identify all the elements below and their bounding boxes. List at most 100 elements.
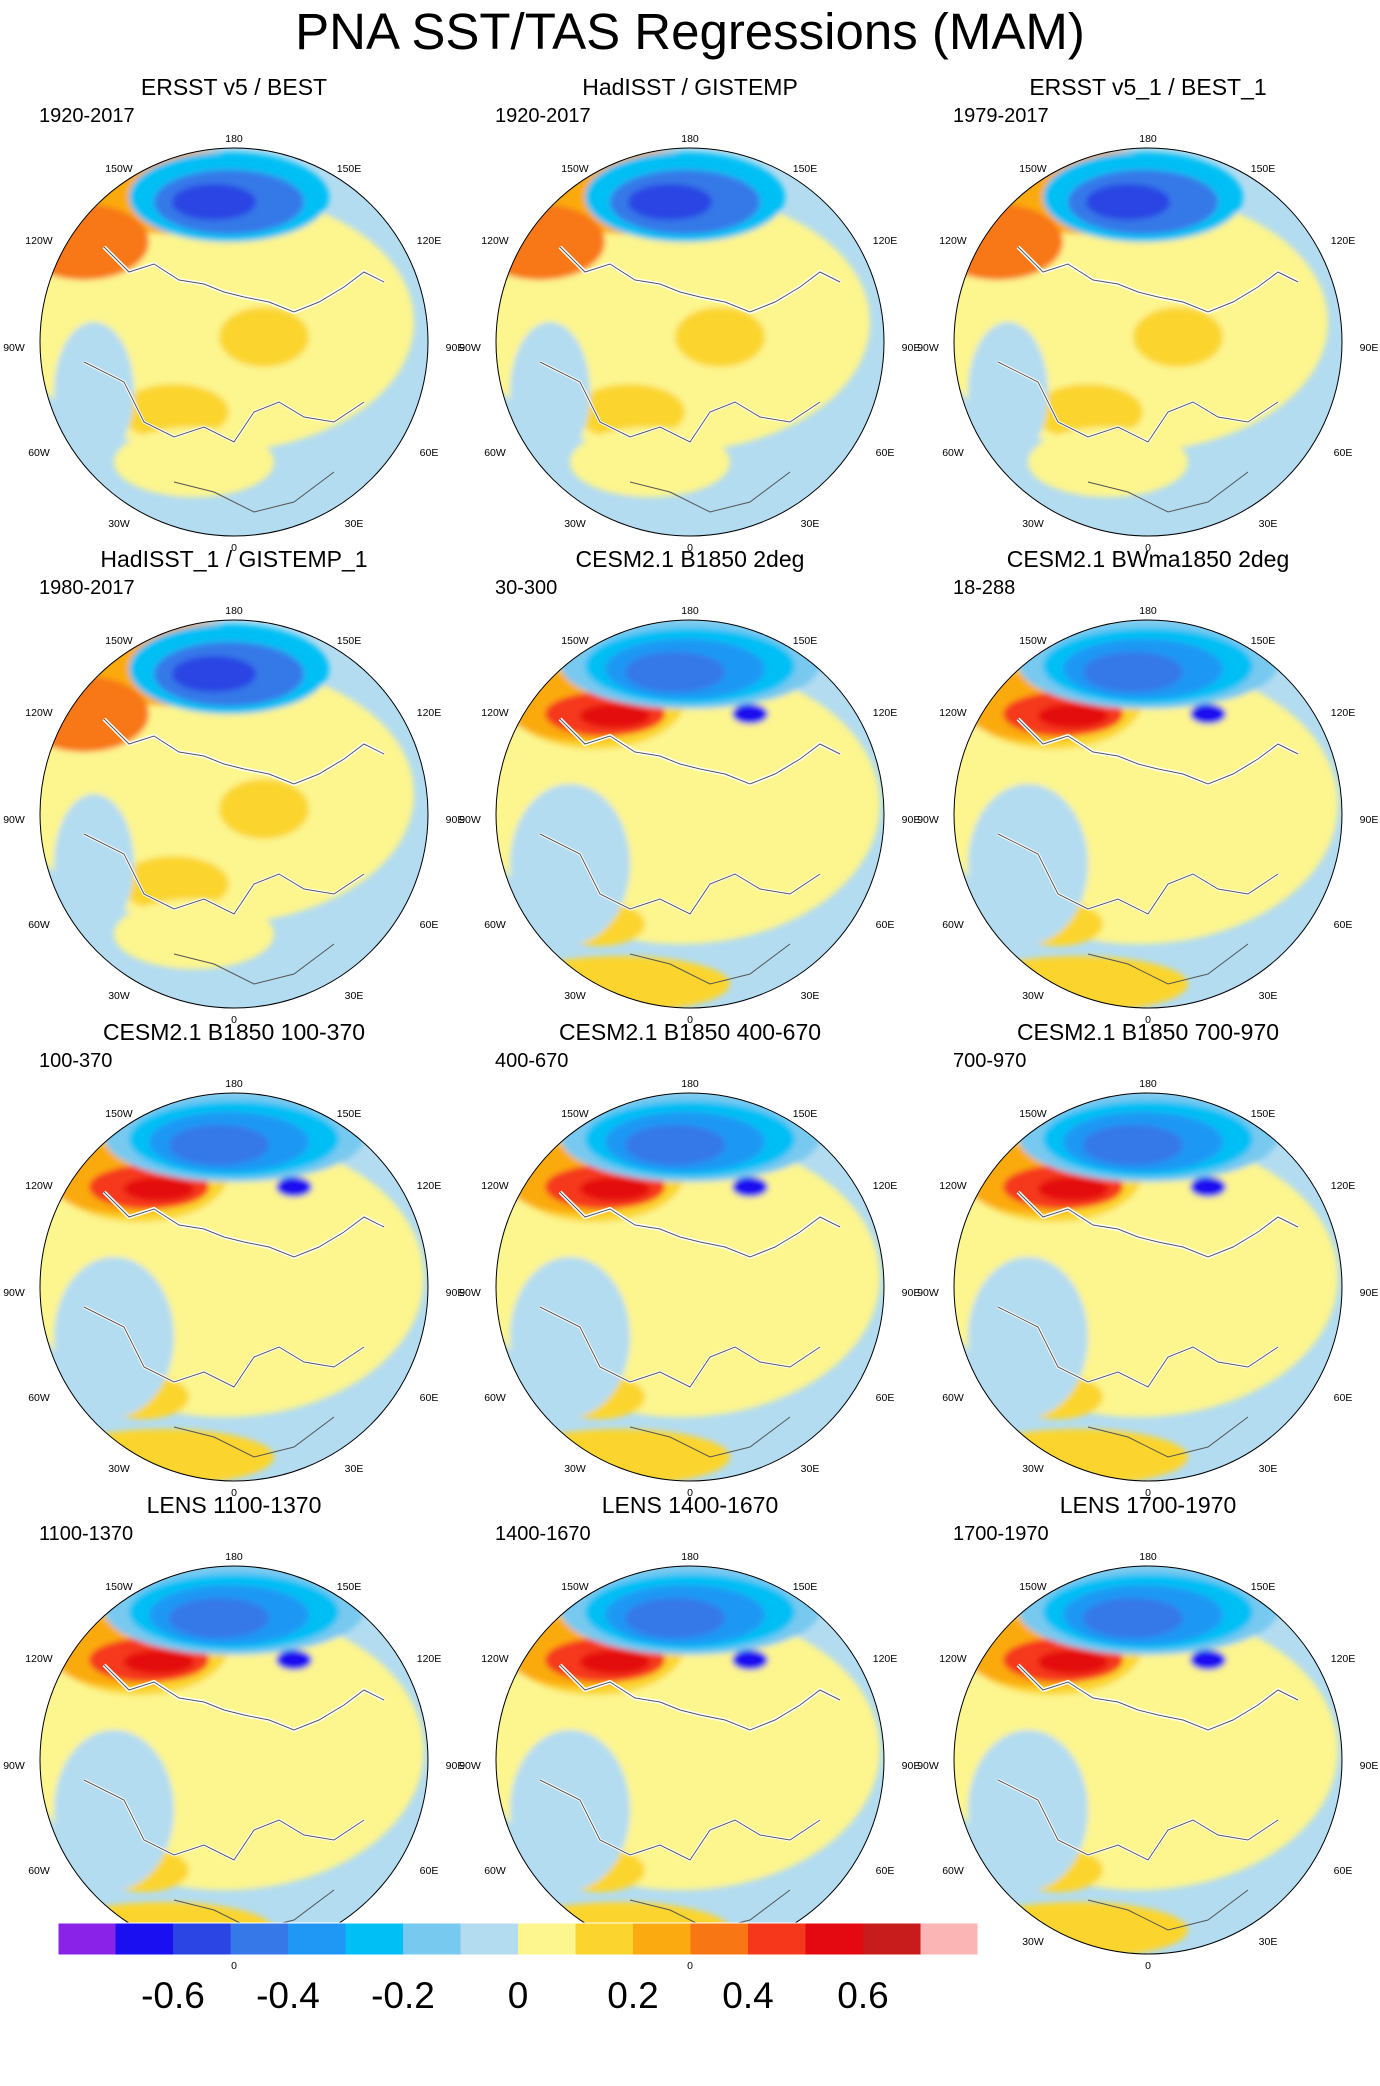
coastline	[83, 1779, 365, 1861]
longitude-label: 180	[1139, 1551, 1157, 1563]
longitude-label: 30E	[801, 990, 820, 1002]
coastline	[559, 718, 841, 785]
longitude-label: 90E	[902, 1287, 921, 1299]
longitude-label: 0	[1145, 1014, 1151, 1026]
coastline	[539, 1779, 821, 1861]
map-boundary	[953, 1565, 1343, 1955]
contour-region	[54, 1730, 174, 1890]
longitude-label: 60E	[420, 919, 439, 931]
colorbar-swatch	[403, 1923, 461, 1955]
longitude-label: 90E	[446, 1287, 465, 1299]
longitude-label: 30E	[345, 518, 364, 530]
contour-region	[625, 1598, 725, 1638]
longitude-label: 30W	[1022, 990, 1044, 1002]
panel-range: 700-970	[953, 1050, 1026, 1072]
colorbar: -0.6 -0.4 -0.2 0 0.2 0.4 0.6	[57, 1922, 979, 2016]
contour-region	[510, 784, 630, 944]
contour-region	[276, 1177, 312, 1197]
contour-region	[968, 322, 1048, 462]
longitude-label: 120W	[25, 235, 53, 247]
regression-field	[496, 1566, 884, 1954]
longitude-label: 0	[1145, 1960, 1151, 1972]
colorbar-swatch	[863, 1923, 921, 1955]
coastline	[83, 361, 365, 443]
coastline	[539, 833, 821, 915]
coastline	[173, 471, 335, 513]
longitude-label: 60E	[876, 919, 895, 931]
contour-region	[968, 1257, 1088, 1417]
coastline	[103, 1191, 385, 1258]
longitude-label: 120E	[873, 1180, 898, 1192]
longitude-label: 0	[231, 1014, 237, 1026]
longitude-label: 150W	[105, 635, 133, 647]
longitude-label: 60E	[420, 447, 439, 459]
contour-region	[968, 784, 1088, 944]
contour-region	[54, 1429, 274, 1481]
regression-field	[40, 148, 428, 536]
longitude-label: 0	[231, 542, 237, 554]
coastline	[1017, 246, 1299, 313]
longitude-label: 30W	[564, 1463, 586, 1475]
contour-region	[968, 956, 1188, 1008]
longitude-label: 150E	[337, 1581, 362, 1593]
colorbar-swatch	[633, 1923, 691, 1955]
longitude-label: 120E	[417, 235, 442, 247]
colorbar-swatch	[345, 1923, 403, 1955]
panel-title: HadISST / GISTEMP	[582, 74, 798, 100]
coastline	[103, 718, 385, 785]
longitude-label: 150E	[1251, 163, 1276, 175]
contour-region	[675, 307, 765, 367]
panel-range: 1400-1670	[495, 1523, 591, 1545]
contour-region	[119, 856, 229, 912]
panel-title: HadISST_1 / GISTEMP_1	[100, 546, 367, 572]
map-panel: CESM2.1 BWma1850 2deg 18-288 180 150E 120E 90…	[917, 546, 1378, 1026]
longitude-label: 90E	[1360, 814, 1379, 826]
longitude-label: 180	[1139, 605, 1157, 617]
panel-title: CESM2.1 B1850 700-970	[1017, 1019, 1279, 1045]
contour-region	[968, 1730, 1088, 1890]
panel-title: CESM2.1 BWma1850 2deg	[1007, 546, 1290, 572]
panel-range: 100-370	[39, 1050, 112, 1072]
longitude-label: 30W	[108, 990, 130, 1002]
coastline	[1017, 718, 1299, 785]
longitude-label: 120E	[1331, 707, 1356, 719]
longitude-label: 150W	[561, 1108, 589, 1120]
colorbar-swatch	[230, 1923, 288, 1955]
longitude-label: 90W	[3, 1287, 25, 1299]
contour-region	[114, 899, 274, 969]
regression-field	[496, 148, 884, 536]
longitude-label: 0	[687, 1960, 693, 1972]
contour-region	[276, 1650, 312, 1670]
colorbar-swatch	[920, 1923, 978, 1955]
longitude-label: 90E	[1360, 1760, 1379, 1772]
panel-title: LENS 1100-1370	[147, 1492, 322, 1518]
longitude-label: 120E	[1331, 1180, 1356, 1192]
coastline	[83, 1306, 365, 1388]
longitude-label: 150E	[793, 163, 818, 175]
contour-region	[114, 427, 274, 497]
longitude-label: 60E	[876, 1392, 895, 1404]
longitude-label: 60E	[876, 1865, 895, 1877]
contour-region	[732, 1650, 768, 1670]
longitude-label: 0	[1145, 1487, 1151, 1499]
longitude-label: 180	[681, 605, 699, 617]
map-boundary	[953, 1092, 1343, 1482]
panel-range: 400-670	[495, 1050, 568, 1072]
longitude-label: 30W	[564, 518, 586, 530]
longitude-label: 0	[687, 1487, 693, 1499]
longitude-label: 60W	[28, 1865, 50, 1877]
panel-range: 1920-2017	[39, 105, 135, 127]
contour-region	[1083, 1125, 1183, 1165]
panel-title: LENS 1400-1670	[602, 1492, 778, 1518]
contour-region	[1033, 384, 1143, 440]
regression-field	[40, 1093, 428, 1481]
longitude-label: 60W	[28, 1392, 50, 1404]
contour-region	[1083, 1598, 1183, 1638]
longitude-label: 60W	[28, 919, 50, 931]
longitude-label: 180	[225, 133, 243, 145]
longitude-label: 0	[687, 1014, 693, 1026]
longitude-label: 60W	[942, 1865, 964, 1877]
longitude-label: 180	[681, 133, 699, 145]
longitude-label: 150W	[561, 163, 589, 175]
